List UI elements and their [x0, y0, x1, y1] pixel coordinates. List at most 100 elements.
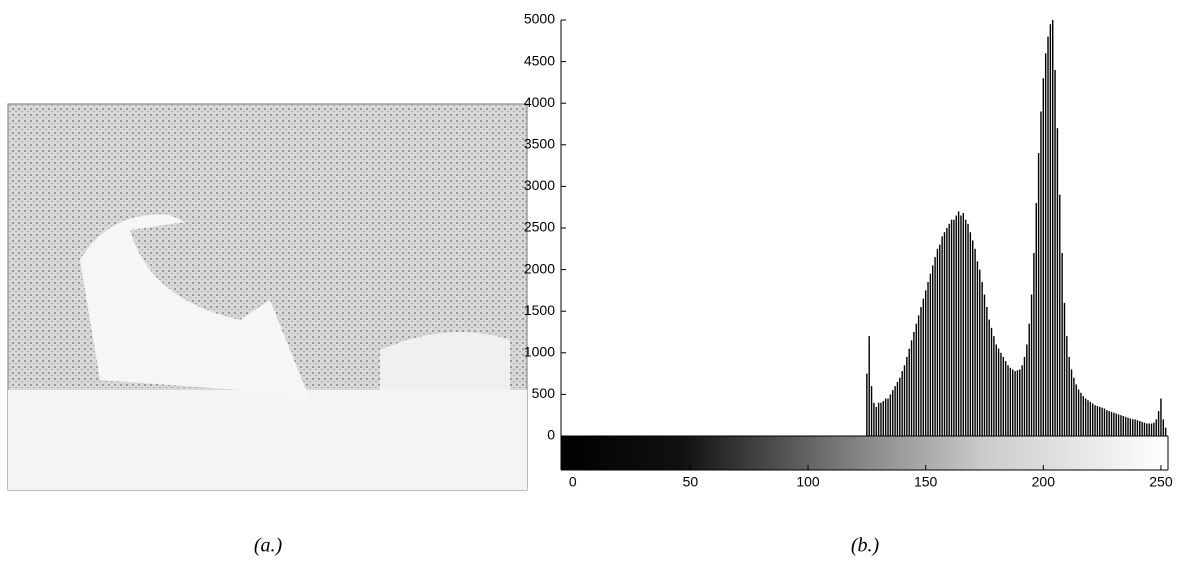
y-tick-label: 4500	[524, 52, 555, 68]
y-tick-label: 3000	[524, 177, 555, 193]
bar	[941, 236, 943, 436]
y-tick-label: 1500	[524, 302, 555, 318]
bar	[936, 248, 939, 436]
bar	[887, 398, 889, 436]
bar	[1054, 69, 1056, 437]
bar	[1037, 153, 1040, 436]
bar	[1157, 411, 1160, 436]
bar	[889, 394, 892, 436]
bar	[894, 386, 896, 436]
bar	[1082, 396, 1085, 436]
bar	[1007, 365, 1009, 436]
bar	[1148, 423, 1150, 436]
bar	[908, 348, 910, 436]
bar	[976, 261, 979, 436]
bar	[873, 402, 875, 436]
y-tick-label: 3500	[524, 136, 555, 152]
y-tick-label: 5000	[524, 11, 555, 27]
bar	[1136, 420, 1139, 436]
x-tick-label: 50	[683, 474, 699, 490]
bar	[1146, 423, 1148, 436]
y-tick-label: 2000	[524, 260, 555, 276]
bar	[924, 290, 927, 436]
bar	[1028, 323, 1030, 436]
bar	[875, 406, 877, 436]
bar	[1047, 36, 1049, 436]
bar	[1052, 20, 1054, 436]
bar	[1002, 356, 1005, 436]
bar	[997, 348, 1000, 436]
bar	[988, 319, 990, 436]
bar	[927, 282, 929, 436]
bar	[1132, 419, 1134, 436]
bar	[953, 219, 955, 436]
bar	[962, 213, 965, 436]
bar	[1099, 406, 1101, 436]
bar	[1077, 389, 1080, 436]
bar	[1063, 302, 1066, 436]
bar	[868, 336, 870, 436]
bar	[1049, 24, 1052, 436]
bar	[1009, 367, 1012, 436]
bar	[1108, 411, 1110, 436]
x-tick-label: 0	[569, 474, 577, 490]
bar	[993, 336, 995, 436]
bar	[1106, 410, 1108, 436]
bar	[1153, 422, 1155, 436]
bar	[1061, 252, 1063, 436]
bar	[1127, 417, 1129, 436]
x-tick-label: 250	[1149, 474, 1173, 490]
bar	[1155, 419, 1157, 436]
bar	[955, 215, 957, 436]
bar	[986, 307, 988, 436]
bar	[932, 265, 934, 436]
bar	[1042, 78, 1045, 437]
bar	[1035, 203, 1037, 436]
bar	[950, 219, 953, 436]
bar	[929, 273, 932, 436]
bar	[1066, 336, 1068, 436]
bar	[915, 323, 917, 436]
bar	[943, 232, 946, 436]
bar	[972, 240, 974, 436]
bar	[969, 232, 972, 436]
bar	[1023, 356, 1026, 436]
bar	[884, 398, 887, 436]
bar	[1012, 369, 1014, 436]
bar	[1033, 252, 1035, 436]
y-tick-label: 4000	[524, 94, 555, 110]
bar	[1014, 371, 1016, 436]
bar	[866, 373, 868, 436]
bar	[1040, 111, 1042, 437]
bar	[1162, 419, 1165, 436]
bar	[990, 327, 993, 436]
bar	[1150, 423, 1153, 436]
bar	[1117, 414, 1120, 436]
y-tick-label: 500	[532, 385, 556, 401]
bar	[870, 386, 873, 436]
bar	[1026, 344, 1028, 436]
bar	[939, 244, 941, 436]
bar	[1094, 405, 1096, 436]
bar	[960, 215, 962, 436]
bar	[1141, 421, 1143, 436]
bar	[882, 401, 885, 436]
bar	[967, 223, 969, 436]
bar	[1059, 194, 1061, 436]
bar	[913, 332, 915, 436]
y-tick-label: 2500	[524, 219, 555, 235]
bar	[1110, 411, 1113, 436]
bar	[1068, 356, 1070, 436]
bar	[1030, 294, 1033, 436]
bar	[910, 340, 913, 436]
bar	[1101, 407, 1103, 436]
bar	[983, 294, 986, 436]
bar	[880, 402, 882, 436]
bar	[877, 402, 880, 436]
bar	[995, 344, 997, 436]
bar	[1113, 412, 1115, 436]
bar	[1080, 392, 1082, 436]
caption: (a.)	[254, 535, 283, 557]
bar	[896, 381, 899, 436]
